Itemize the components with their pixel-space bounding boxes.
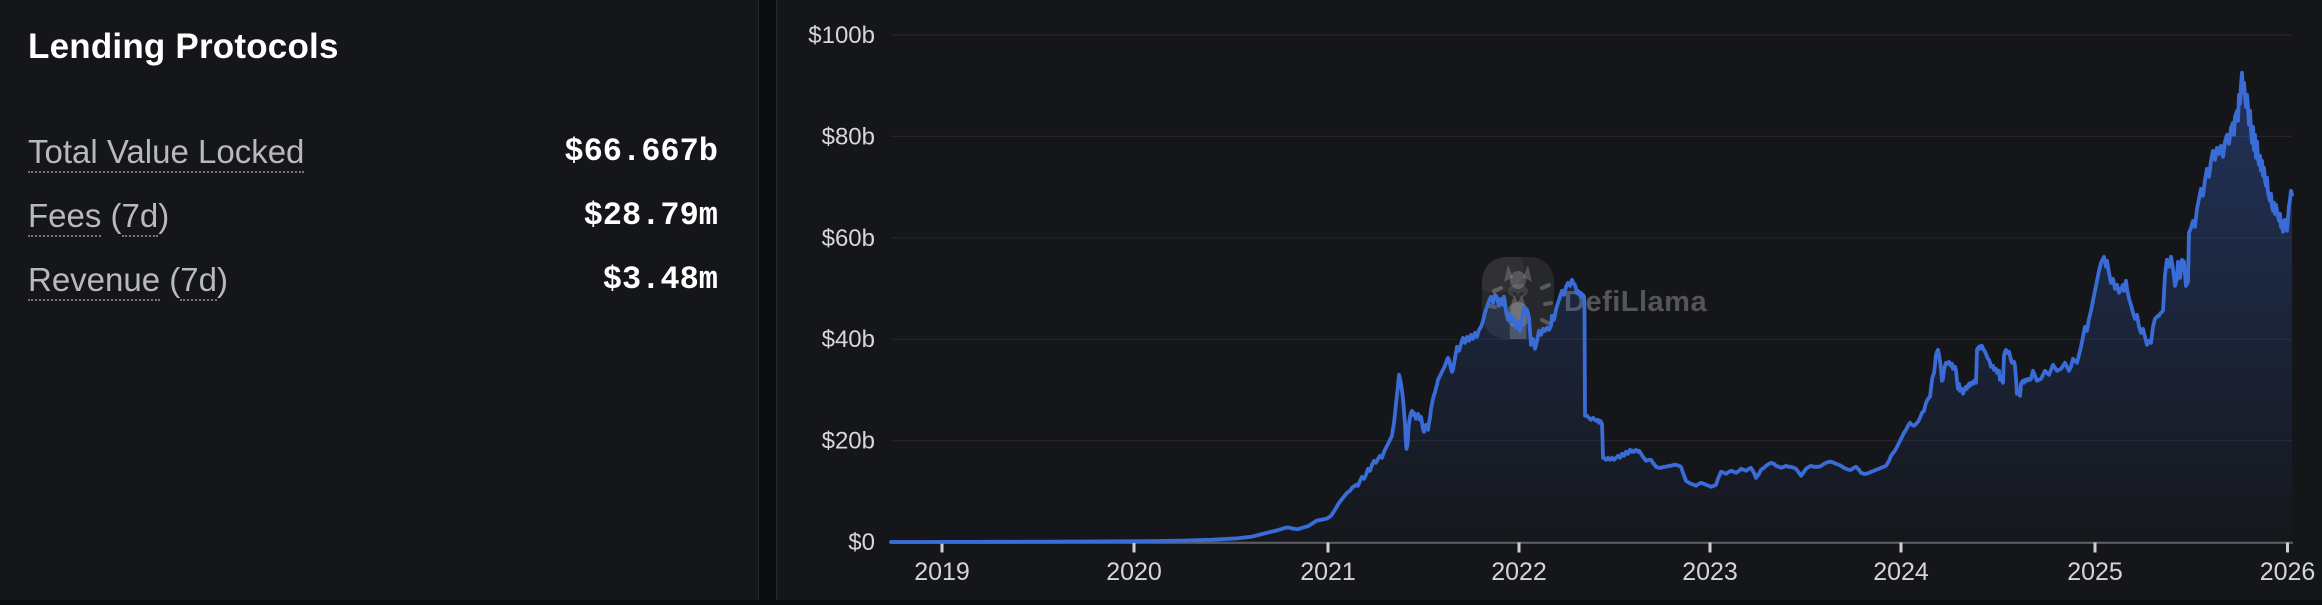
svg-text:$20b: $20b: [822, 428, 875, 455]
svg-text:2019: 2019: [914, 558, 970, 586]
svg-text:2020: 2020: [1106, 558, 1162, 586]
svg-text:$100b: $100b: [808, 22, 875, 49]
svg-text:2024: 2024: [1873, 558, 1929, 586]
svg-text:$0: $0: [848, 529, 875, 556]
svg-text:DefiLlama: DefiLlama: [1564, 286, 1707, 318]
svg-text:2022: 2022: [1491, 558, 1547, 586]
svg-text:$40b: $40b: [822, 326, 875, 353]
svg-text:2021: 2021: [1300, 558, 1356, 586]
svg-text:2023: 2023: [1682, 558, 1738, 586]
svg-text:2026: 2026: [2260, 558, 2316, 586]
svg-text:$80b: $80b: [822, 123, 875, 150]
svg-text:2025: 2025: [2067, 558, 2123, 586]
svg-text:$60b: $60b: [822, 225, 875, 252]
